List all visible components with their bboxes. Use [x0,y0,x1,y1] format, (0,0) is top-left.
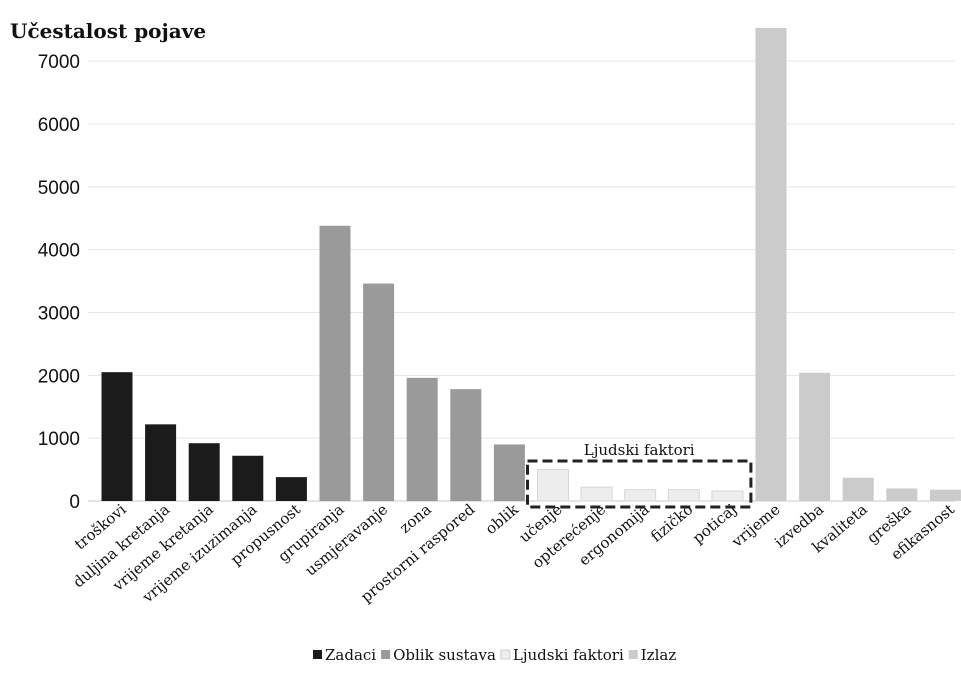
annotation-group: Ljudski faktori [526,441,753,509]
gridlines [88,60,955,502]
bar [886,488,918,501]
legend-label: Oblik sustava [393,646,496,664]
annotation-label: Ljudski faktori [584,441,695,459]
y-tick-label: 2000 [38,366,80,387]
legend: Zadaci Oblik sustava Ljudski faktori Izlaz [313,646,676,664]
y-axis-ticks: 0 1000 2000 3000 4000 5000 6000 7000 [38,52,80,513]
y-tick-label: 1000 [38,429,80,450]
bar [624,489,657,502]
legend-swatch [313,650,322,659]
bars [101,27,961,502]
bar [842,477,874,501]
bar [799,372,831,501]
legend-item: Oblik sustava [381,646,496,664]
bar [667,489,700,502]
y-tick-label: 0 [69,492,80,513]
bar [275,477,307,501]
bar [450,389,482,501]
legend-label: Ljudski faktori [513,646,624,664]
annotation-box [526,459,753,509]
bar [755,27,787,501]
legend-label: Izlaz [641,646,677,664]
bar [232,455,264,501]
bar [319,225,351,501]
y-axis-title: Učestalost pojave [10,19,206,43]
bar [537,469,569,502]
bar [406,377,438,501]
y-tick-label: 5000 [38,178,80,199]
legend-item: Ljudski faktori [500,646,624,664]
bar [580,486,613,502]
bar [929,489,961,501]
legend-item: Izlaz [628,646,677,664]
legend-swatch [628,650,638,659]
legend-label: Zadaci [325,646,376,664]
bar [145,424,177,501]
bar [711,490,744,502]
bar [363,283,395,501]
legend-item: Zadaci [313,646,376,664]
bar [188,443,220,501]
bar [493,444,525,501]
y-tick-label: 4000 [38,241,80,262]
legend-swatch [381,650,391,659]
y-tick-label: 7000 [38,52,80,73]
y-tick-label: 6000 [38,115,80,136]
bar [101,372,133,501]
legend-swatch [500,649,511,660]
y-tick-label: 3000 [38,303,80,324]
